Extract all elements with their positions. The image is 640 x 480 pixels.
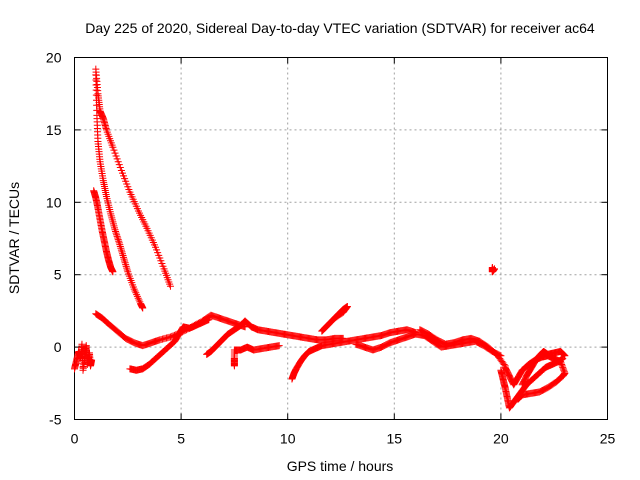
data-point — [116, 164, 124, 172]
data-point — [116, 242, 124, 250]
series-arc-p — [518, 347, 569, 389]
data-point — [122, 262, 130, 270]
data-point — [121, 259, 129, 267]
series-arc-n — [497, 355, 567, 412]
data-point — [132, 289, 140, 297]
plot-frame — [74, 57, 608, 420]
data-point — [114, 234, 122, 242]
x-tick-label: 15 — [387, 431, 403, 447]
data-point — [116, 241, 124, 249]
series-arc-d — [90, 187, 117, 276]
data-point — [121, 257, 129, 265]
data-point — [133, 292, 141, 300]
data-point — [560, 351, 568, 359]
data-point — [516, 394, 524, 402]
data-point — [118, 248, 126, 256]
data-point — [135, 296, 143, 304]
grid-lines — [74, 57, 608, 420]
series-arc-h — [230, 342, 283, 370]
series-arc-l — [416, 326, 509, 370]
data-point — [139, 304, 147, 312]
y-tick-label: -5 — [49, 412, 62, 428]
data-points — [71, 65, 569, 412]
data-point — [133, 291, 141, 299]
x-tick-label: 0 — [71, 431, 79, 447]
y-tick-label: 5 — [54, 267, 62, 283]
data-point — [109, 143, 117, 151]
data-point — [123, 264, 131, 272]
y-tick-label: 15 — [46, 122, 62, 138]
data-point — [332, 313, 340, 321]
data-point — [559, 365, 567, 373]
data-point — [331, 314, 339, 322]
data-point — [118, 250, 126, 258]
data-point — [111, 226, 119, 234]
data-point — [561, 352, 569, 360]
data-point — [275, 342, 283, 350]
data-point — [109, 268, 117, 276]
data-point — [559, 350, 567, 358]
x-tick-label: 5 — [177, 431, 185, 447]
data-point — [117, 244, 125, 252]
series-arc-g — [203, 317, 347, 358]
data-point — [115, 239, 123, 247]
data-point — [491, 265, 499, 273]
data-point — [113, 231, 121, 239]
data-point — [557, 358, 565, 366]
x-tick-label: 10 — [280, 431, 296, 447]
series-arc-c — [92, 71, 147, 312]
y-axis-label: SDTVAR / TECUs — [6, 182, 22, 294]
series-arc-b — [92, 65, 174, 290]
y-tick-label: 10 — [46, 194, 62, 210]
series-arc-i — [288, 326, 420, 383]
data-point — [112, 229, 120, 237]
data-point — [557, 359, 565, 367]
series-arc-f — [126, 316, 213, 374]
data-point — [112, 152, 120, 160]
y-tick-label: 20 — [46, 50, 62, 66]
data-point — [559, 363, 567, 371]
axis-ticks: 0 5 10 15 20 25 -5 0 5 10 15 20 — [46, 50, 616, 447]
chart-title: Day 225 of 2020, Sidereal Day-to-day VTE… — [85, 20, 595, 36]
data-point — [134, 294, 142, 302]
data-point — [123, 266, 131, 274]
x-tick-label: 25 — [600, 431, 616, 447]
data-point — [560, 351, 568, 359]
data-point — [111, 149, 119, 157]
data-point — [88, 356, 96, 364]
x-axis-label: GPS time / hours — [287, 458, 394, 474]
data-point — [122, 261, 130, 269]
data-point — [114, 158, 122, 166]
data-point — [130, 285, 138, 293]
data-point — [112, 227, 120, 235]
x-tick-label: 20 — [493, 431, 509, 447]
series-arc-j — [318, 303, 351, 335]
data-point — [120, 253, 128, 261]
data-point — [558, 362, 566, 370]
data-point — [514, 395, 522, 403]
data-point — [114, 236, 122, 244]
data-point — [119, 252, 127, 260]
data-point — [113, 155, 121, 163]
data-point — [113, 232, 121, 240]
data-point — [115, 161, 123, 169]
data-point — [131, 287, 139, 295]
data-point — [120, 255, 128, 263]
data-point — [514, 395, 522, 403]
y-tick-label: 0 — [54, 339, 62, 355]
data-point — [115, 237, 123, 245]
data-point — [166, 282, 174, 290]
data-point — [515, 394, 523, 402]
data-point — [205, 316, 213, 324]
series-arc-a — [71, 340, 96, 374]
data-point — [110, 146, 118, 154]
series-arc-m — [488, 263, 499, 276]
data-point — [117, 246, 125, 254]
data-point — [558, 360, 566, 368]
data-point — [500, 360, 508, 368]
